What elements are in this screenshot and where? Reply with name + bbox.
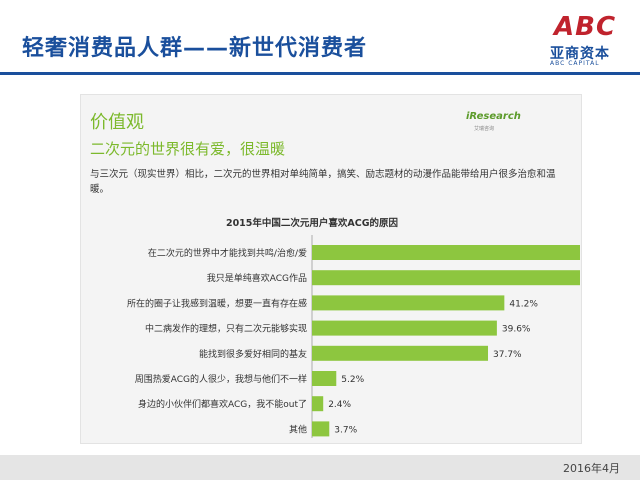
bar [312, 295, 505, 311]
bar [312, 396, 324, 412]
category-label: 身边的小伙伴们都喜欢ACG，我不能out了 [138, 398, 307, 410]
category-label: 所在的圈子让我感到温暖，想要一直有存在感 [127, 297, 307, 309]
logo-main-text: ABC [554, 12, 617, 42]
value-label: 2.4% [328, 400, 351, 410]
acg-reasons-bar-chart: 2015年中国二次元用户喜欢ACG的原因 在二次元的世界中才能找到共鸣/治愈/爱… [127, 217, 580, 438]
abc-capital-logo: ABC 亚商资本 ABC CAPITAL [536, 6, 628, 68]
bar [312, 320, 497, 336]
logo-english-text: ABC CAPITAL [550, 60, 600, 67]
value-label: 3.7% [334, 425, 357, 435]
category-label: 在二次元的世界中才能找到共鸣/治愈/爱 [148, 247, 307, 259]
value-label: 5.2% [341, 375, 364, 385]
category-label: 周围热爱ACG的人很少，我想与他们不一样 [135, 373, 307, 385]
section-body-text: 与三次元（现实世界）相比，二次元的世界相对单纯简单，搞笑、励志题材的动漫作品能带… [90, 169, 556, 195]
category-label: 能找到很多爱好相同的基友 [199, 348, 307, 360]
iresearch-logo: iResearch [466, 111, 521, 122]
value-label: 41.2% [509, 299, 538, 309]
iresearch-logo-subtext: 艾瑞咨询 [474, 126, 495, 132]
section-subheading: 二次元的世界很有爱，很温暖 [90, 140, 286, 158]
bar [312, 270, 580, 286]
bar [312, 345, 489, 361]
bar [312, 371, 337, 386]
bar [312, 245, 580, 260]
value-label: 37.7% [493, 350, 522, 360]
category-label: 我只是单纯喜欢ACG作品 [207, 272, 307, 284]
logo-chinese-text: 亚商资本 [550, 46, 610, 62]
footer-date: 2016年4月 [563, 462, 620, 475]
category-label: 其他 [289, 423, 307, 435]
category-label: 中二病发作的理想，只有二次元能够实现 [145, 323, 307, 335]
slide-title: 轻奢消费品人群——新世代消费者 [22, 36, 368, 61]
footer-bar [0, 455, 640, 480]
value-label: 39.6% [502, 325, 531, 335]
title-divider [0, 72, 640, 75]
chart-title: 2015年中国二次元用户喜欢ACG的原因 [226, 217, 398, 229]
bar [312, 421, 330, 437]
section-heading: 价值观 [90, 112, 144, 133]
